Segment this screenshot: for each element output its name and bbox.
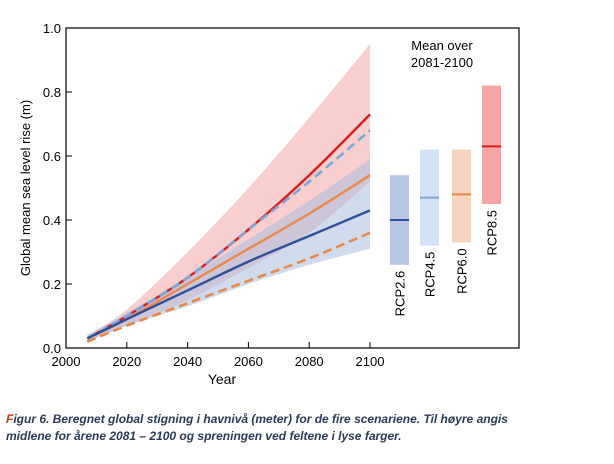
x-tick-label: 2000 [52,354,81,369]
x-tick-label: 2080 [295,354,324,369]
axes: 0.0 0.2 0.4 0.6 0.8 1.0 2000 2020 2040 2060 2080 21… [43,21,385,369]
y-tick-label: 0.0 [43,341,61,356]
x-tick-label: 2100 [356,354,385,369]
range-rcp2-6: RCP2.6 [390,175,409,316]
legend-title-line: Mean over [411,38,473,53]
mean-range-bars: RCP2.6 RCP4.5 RCP6.0 RCP8.5 [390,85,501,316]
band-rcp8-5-range [87,44,371,342]
y-tick-label: 0.2 [43,277,61,292]
legend-title: Mean over 2081-2100 [411,38,473,70]
legend-title-line: 2081-2100 [411,55,473,70]
series-lines [86,113,371,343]
x-tick-label: 2060 [234,354,263,369]
series-rcp6-0-lower [86,231,371,343]
x-axis-label: Year [208,371,237,387]
series-rcp4-5 [86,129,371,340]
range-rcp8-5: RCP8.5 [482,85,501,256]
range-label-rcp4-5: RCP4.5 [423,252,438,298]
range-bar-rcp6-0 [452,149,471,243]
range-rcp4-5: RCP4.5 [420,149,439,298]
y-tick-label: 0.6 [43,149,61,164]
figure-caption: Figur 6. Beregnet global stigning i havn… [6,411,610,445]
range-label-rcp2-6: RCP2.6 [393,271,408,317]
range-rcp6-0: RCP6.0 [452,149,471,294]
x-tick-label: 2040 [173,354,202,369]
plot-frame [65,27,520,349]
range-label-rcp8-5: RCP8.5 [485,210,500,256]
y-tick-label: 1.0 [43,21,61,36]
caption-line-2: midlene for årene 2081 – 2100 og sprenin… [6,429,402,443]
y-axis-label: Global mean sea level rise (m) [18,100,33,276]
uncertainty-bands [87,44,371,342]
caption-line-1-text: igur 6. Beregnet global stigning i havni… [13,412,508,426]
y-tick-label: 0.8 [43,85,61,100]
y-tick-label: 0.4 [43,213,61,228]
range-label-rcp6-0: RCP6.0 [455,248,470,294]
sea-level-chart: RCP2.6 RCP4.5 RCP6.0 RCP8.5 0.0 0.2 0.4 0.6 0.8… [18,21,520,387]
range-bar-rcp8-5 [482,85,501,204]
caption-prefix: F [6,412,14,426]
series-rcp2-6 [86,209,371,340]
caption-line-1: Figur 6. Beregnet global stigning i havn… [6,411,610,428]
x-tick-label: 2020 [112,354,141,369]
